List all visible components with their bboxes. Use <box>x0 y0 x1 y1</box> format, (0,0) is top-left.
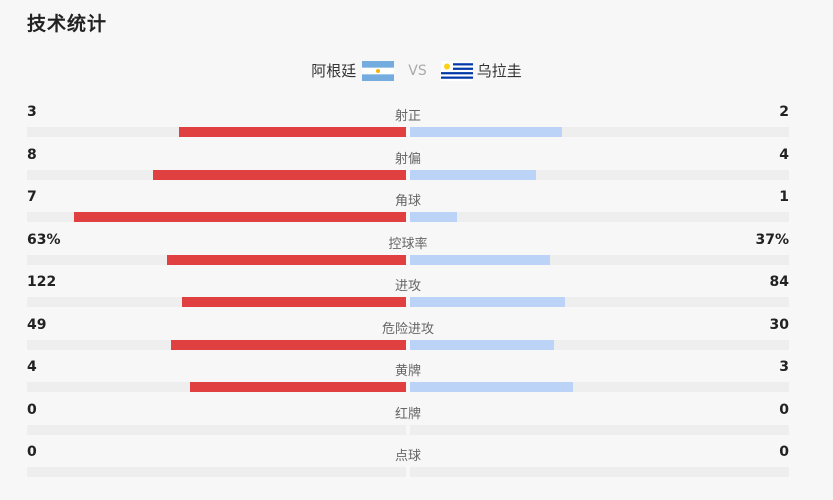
home-stat-value: 49 <box>27 316 47 333</box>
home-stat-track <box>27 254 406 265</box>
stat-row: 8 射偏 4 <box>27 145 789 188</box>
away-stat-bar <box>410 254 551 265</box>
home-stat-track <box>27 127 406 137</box>
home-stat-track <box>27 169 406 180</box>
stat-row: 3 射正 2 <box>27 102 789 145</box>
stat-row: 63% 控球率 37% <box>27 230 789 273</box>
home-stat-track <box>27 212 406 222</box>
home-stat-value: 3 <box>27 104 37 120</box>
away-stat-value: 84 <box>769 274 789 290</box>
stat-label: 射正 <box>394 109 421 124</box>
home-stat-bar <box>167 254 406 265</box>
away-stat-track <box>410 212 789 222</box>
away-stat-value: 4 <box>779 146 789 163</box>
match-teams: 阿根廷 VS 乌拉圭 <box>0 60 833 81</box>
home-stat-value: 8 <box>27 146 37 163</box>
home-stat-bar <box>171 339 406 350</box>
away-stat-track <box>410 424 789 435</box>
away-stat-value: 3 <box>779 359 789 375</box>
stat-label: 危险进攻 <box>381 321 434 337</box>
page-title: 技术统计 <box>27 13 108 35</box>
stat-label: 黄牌 <box>394 364 421 379</box>
home-stat-bar <box>178 127 406 137</box>
away-stat-bar <box>410 212 458 222</box>
away-stat-value: 0 <box>779 401 789 418</box>
uruguay-flag-icon <box>440 60 473 81</box>
home-stat-track <box>27 424 406 435</box>
stat-label: 角球 <box>394 194 421 209</box>
away-stat-bar <box>410 297 565 307</box>
away-stat-track <box>410 339 789 350</box>
stat-row: 0 红牌 0 <box>27 400 789 443</box>
away-stat-track <box>410 382 789 392</box>
argentina-flag-icon <box>362 60 395 81</box>
home-stat-value: 63% <box>27 231 61 248</box>
stat-label: 点球 <box>394 449 421 464</box>
vs-label: VS <box>408 62 427 79</box>
home-stat-track <box>27 339 406 350</box>
stat-row: 122 进攻 84 <box>27 272 789 315</box>
home-stat-value: 0 <box>27 444 37 460</box>
home-stat-track <box>27 382 406 392</box>
away-stat-bar <box>410 382 573 392</box>
away-stat-track <box>410 254 789 265</box>
stat-row: 0 点球 0 <box>27 442 789 485</box>
home-stat-bar <box>74 212 406 222</box>
home-stat-track <box>27 467 406 477</box>
away-stat-bar <box>410 169 537 180</box>
home-stat-bar <box>189 382 406 392</box>
away-stat-value: 0 <box>779 444 789 460</box>
stat-row: 4 黄牌 3 <box>27 357 789 400</box>
away-stat-track <box>410 297 789 307</box>
home-stat-value: 7 <box>27 189 37 205</box>
stats-list: 3 射正 2 8 射偏 4 7 角球 1 63% 控球率 37% 122 进攻 … <box>27 102 789 485</box>
home-stat-value: 0 <box>27 401 37 418</box>
stat-row: 7 角球 1 <box>27 187 789 230</box>
home-team-name: 阿根廷 <box>311 62 357 80</box>
away-stat-value: 2 <box>779 104 789 120</box>
stat-label: 控球率 <box>388 236 428 252</box>
stat-row: 49 危险进攻 30 <box>27 315 789 358</box>
home-stat-bar <box>181 297 406 307</box>
stat-label: 红牌 <box>394 406 421 422</box>
away-stat-bar <box>410 127 562 137</box>
stat-label: 射偏 <box>394 151 421 167</box>
away-stat-value: 1 <box>779 189 789 205</box>
stat-label: 进攻 <box>394 279 421 294</box>
home-stat-value: 4 <box>27 359 37 375</box>
away-stat-track <box>410 127 789 137</box>
home-stat-track <box>27 297 406 307</box>
away-stat-track <box>410 467 789 477</box>
away-stat-bar <box>410 339 555 350</box>
home-stat-bar <box>153 169 406 180</box>
away-stat-track <box>410 169 789 180</box>
away-stat-value: 30 <box>769 316 789 333</box>
away-team-name: 乌拉圭 <box>476 62 522 80</box>
home-stat-value: 122 <box>27 274 57 290</box>
away-stat-value: 37% <box>755 231 789 248</box>
